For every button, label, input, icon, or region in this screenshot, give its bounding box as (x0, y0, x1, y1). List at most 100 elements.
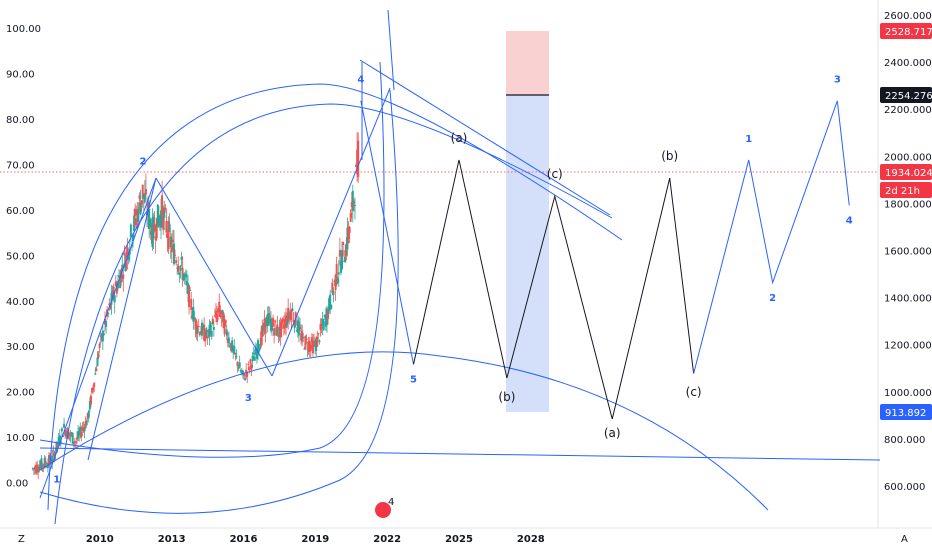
candle-body (83, 427, 86, 432)
wave-label: 2 (769, 293, 776, 304)
candle-body (74, 441, 77, 443)
candle-body (329, 294, 332, 310)
candle-body (100, 333, 103, 341)
price-badge-label: 1934.024 (885, 168, 932, 179)
candle-body (286, 320, 289, 326)
candle-body (135, 218, 138, 226)
candle-body (240, 371, 243, 374)
candle-body (288, 313, 291, 316)
candle-body (152, 216, 155, 239)
axis-corner-left: Z (18, 534, 25, 545)
candle-body (75, 437, 78, 440)
candle-body (297, 321, 300, 336)
candle-body (137, 209, 140, 222)
drawing-line (359, 59, 611, 216)
candle-body (119, 276, 122, 289)
candle-body (317, 333, 320, 335)
candle-body (78, 432, 81, 436)
right-tick-label: 1000.000 (884, 388, 932, 399)
candle-body (52, 450, 55, 452)
candle-body (292, 320, 295, 323)
candle-body (198, 332, 201, 336)
x-tick-label: 2013 (158, 534, 186, 545)
left-tick-label: 70.00 (6, 160, 35, 171)
candle-body (245, 369, 248, 374)
candle-body (175, 260, 178, 264)
candle-body (110, 293, 113, 305)
candle-body (206, 336, 209, 339)
candle-body (99, 335, 102, 337)
candle-body (258, 349, 261, 352)
candle-body (290, 310, 293, 321)
candle-body (71, 432, 74, 444)
candle-body (219, 309, 222, 318)
drawing-line (271, 87, 391, 377)
candle-body (186, 282, 189, 294)
price-badge-label: 2d 21h (885, 186, 920, 197)
candle-body (35, 465, 38, 474)
candle-body (47, 455, 50, 464)
candle-body (86, 412, 89, 419)
candle-body (332, 290, 335, 295)
candle-body (160, 210, 163, 228)
axis-corner-right: A (901, 534, 908, 545)
candle-body (158, 215, 161, 223)
candle-body (102, 333, 105, 335)
candle-body (250, 365, 253, 370)
candle-body (224, 320, 227, 324)
candle-body (56, 443, 59, 446)
candle-body (179, 265, 182, 271)
left-tick-label: 80.00 (6, 115, 35, 126)
candle-body (44, 461, 47, 465)
drawing-line (39, 447, 881, 461)
candle-body (225, 329, 228, 336)
wave-label: 3 (834, 75, 841, 86)
candle-body (115, 286, 118, 294)
candle-body (266, 313, 269, 326)
candle-body (149, 218, 152, 228)
drawing-line (39, 177, 157, 499)
candle-body (125, 250, 128, 258)
candle-body (140, 200, 143, 205)
candle-body (246, 371, 249, 377)
candle-body (285, 315, 288, 328)
candle-body (341, 250, 344, 269)
wave-label: 4 (846, 216, 853, 227)
candle-body (281, 318, 284, 322)
candle-body (40, 458, 43, 470)
candle-body (261, 326, 264, 337)
candle-body (134, 209, 137, 216)
price-badge (880, 87, 932, 103)
candle-body (350, 202, 353, 207)
candle-body (214, 311, 217, 318)
candle-body (353, 204, 356, 206)
candle-body (79, 426, 82, 433)
candle-body (191, 315, 194, 318)
candle-body (305, 338, 308, 341)
candle-body (339, 260, 342, 273)
candle-body (287, 307, 290, 323)
candle-body (189, 289, 192, 291)
x-tick-label: 2010 (86, 534, 114, 545)
candle-body (313, 340, 316, 345)
candle-body (349, 213, 352, 222)
candle-body (38, 466, 41, 472)
candle-body (164, 207, 167, 210)
candle-body (111, 290, 114, 300)
candle-body (231, 340, 234, 352)
candle-body (345, 244, 348, 257)
corrective-label: (c) (686, 385, 702, 399)
candle-body (70, 433, 73, 435)
candle-body (161, 195, 164, 217)
candle-body (120, 269, 123, 283)
right-tick-label: 2000.000 (884, 152, 932, 163)
candle-body (268, 315, 271, 318)
candle-body (154, 236, 157, 241)
candle-body (262, 325, 265, 331)
candle-body (109, 303, 112, 309)
price-badge-label: 2528.717 (885, 27, 932, 38)
candle-body (174, 254, 177, 256)
event-marker (375, 502, 391, 518)
